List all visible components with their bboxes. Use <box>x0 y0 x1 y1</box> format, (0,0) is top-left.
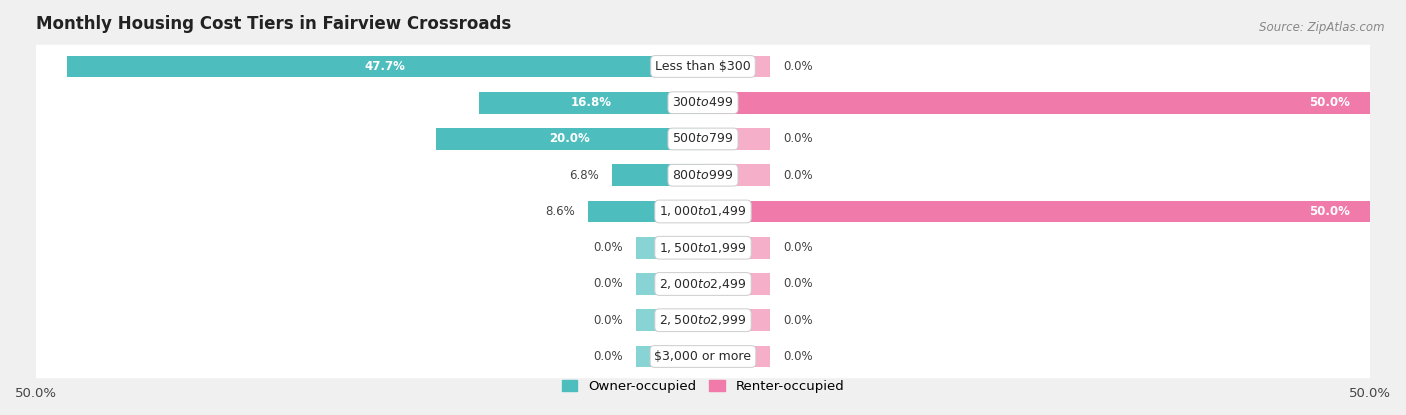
Text: $1,000 to $1,499: $1,000 to $1,499 <box>659 205 747 218</box>
Bar <box>637 346 703 367</box>
Text: $3,000 or more: $3,000 or more <box>655 350 751 363</box>
FancyBboxPatch shape <box>34 45 1372 88</box>
Text: $2,500 to $2,999: $2,500 to $2,999 <box>659 313 747 327</box>
Bar <box>703 309 769 331</box>
Text: 0.0%: 0.0% <box>593 350 623 363</box>
Bar <box>637 237 703 259</box>
FancyBboxPatch shape <box>34 117 1372 161</box>
Text: 0.0%: 0.0% <box>783 132 813 146</box>
FancyBboxPatch shape <box>34 262 1372 306</box>
Text: $300 to $499: $300 to $499 <box>672 96 734 109</box>
Text: 16.8%: 16.8% <box>571 96 612 109</box>
Text: Source: ZipAtlas.com: Source: ZipAtlas.com <box>1260 21 1385 34</box>
Bar <box>703 164 769 186</box>
Bar <box>703 92 1369 114</box>
Text: 0.0%: 0.0% <box>783 278 813 290</box>
Text: 0.0%: 0.0% <box>783 241 813 254</box>
Bar <box>479 92 703 114</box>
Text: 0.0%: 0.0% <box>783 169 813 182</box>
Text: Monthly Housing Cost Tiers in Fairview Crossroads: Monthly Housing Cost Tiers in Fairview C… <box>37 15 512 33</box>
Text: $500 to $799: $500 to $799 <box>672 132 734 146</box>
Text: 0.0%: 0.0% <box>783 350 813 363</box>
Text: 0.0%: 0.0% <box>783 60 813 73</box>
Bar <box>637 309 703 331</box>
FancyBboxPatch shape <box>34 335 1372 378</box>
Text: $2,000 to $2,499: $2,000 to $2,499 <box>659 277 747 291</box>
FancyBboxPatch shape <box>34 190 1372 233</box>
Bar <box>703 128 769 150</box>
Bar <box>703 273 769 295</box>
Text: 0.0%: 0.0% <box>593 314 623 327</box>
Text: 8.6%: 8.6% <box>546 205 575 218</box>
Text: Less than $300: Less than $300 <box>655 60 751 73</box>
Bar <box>703 56 769 77</box>
Bar <box>703 200 1369 222</box>
Text: 50.0%: 50.0% <box>1309 96 1350 109</box>
Text: 0.0%: 0.0% <box>783 314 813 327</box>
Text: 20.0%: 20.0% <box>550 132 591 146</box>
Text: 0.0%: 0.0% <box>593 241 623 254</box>
FancyBboxPatch shape <box>34 154 1372 197</box>
Text: 0.0%: 0.0% <box>593 278 623 290</box>
Bar <box>588 200 703 222</box>
Bar <box>66 56 703 77</box>
FancyBboxPatch shape <box>34 226 1372 269</box>
Text: $1,500 to $1,999: $1,500 to $1,999 <box>659 241 747 255</box>
Text: $800 to $999: $800 to $999 <box>672 169 734 182</box>
Text: 47.7%: 47.7% <box>364 60 405 73</box>
Legend: Owner-occupied, Renter-occupied: Owner-occupied, Renter-occupied <box>558 376 848 397</box>
Bar <box>703 237 769 259</box>
FancyBboxPatch shape <box>34 298 1372 342</box>
Bar <box>703 346 769 367</box>
Bar <box>637 273 703 295</box>
FancyBboxPatch shape <box>34 81 1372 124</box>
Bar <box>612 164 703 186</box>
Text: 50.0%: 50.0% <box>1309 205 1350 218</box>
Text: 6.8%: 6.8% <box>569 169 599 182</box>
Bar <box>436 128 703 150</box>
